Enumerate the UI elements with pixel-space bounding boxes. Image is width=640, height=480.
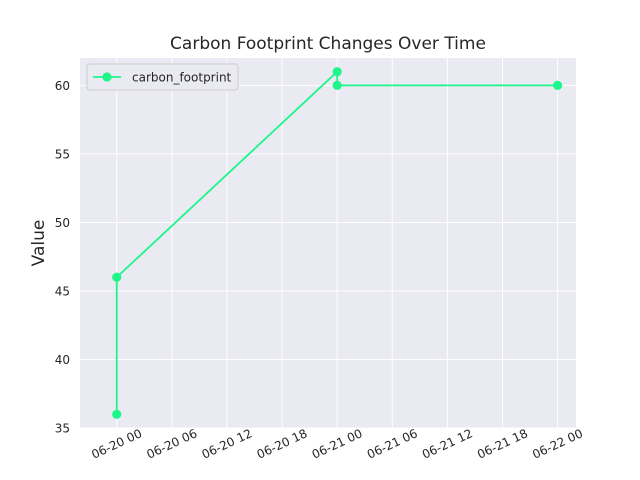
y-tick-label: 60	[55, 79, 70, 93]
legend-marker-swatch	[102, 72, 112, 82]
y-tick-label: 40	[55, 353, 70, 367]
y-tick-label: 35	[55, 422, 70, 436]
x-tick-label: 06-20 06	[144, 426, 199, 461]
data-point-marker	[553, 80, 563, 91]
legend-box	[86, 63, 239, 91]
x-tick-label: 06-20 18	[255, 426, 310, 461]
chart-title: Carbon Footprint Changes Over Time	[170, 34, 486, 54]
y-tick-label: 50	[55, 216, 70, 230]
data-point-marker	[112, 272, 122, 282]
data-point-marker	[112, 409, 122, 419]
x-tick-label: 06-21 12	[420, 426, 475, 461]
y-tick-label: 45	[55, 284, 70, 298]
grid-lines	[80, 58, 576, 429]
x-tick-label: 06-20 12	[200, 426, 255, 461]
legend: carbon_footprint	[86, 63, 239, 91]
y-tick-label: 55	[55, 147, 70, 161]
x-tick-label: 06-21 00	[310, 426, 365, 461]
data-point-marker	[332, 80, 342, 91]
legend-label-carbon-footprint: carbon_footprint	[132, 71, 232, 85]
plot-area	[80, 58, 576, 428]
series-layer	[112, 67, 563, 419]
data-point-marker	[332, 67, 342, 77]
x-tick-label: 06-21 18	[475, 426, 530, 461]
x-tick-label: 06-22 00	[530, 426, 585, 461]
x-tick-label: 06-21 06	[365, 426, 420, 461]
y-axis-label: Value	[29, 220, 49, 267]
x-tick-label: 06-20 00	[89, 426, 144, 461]
